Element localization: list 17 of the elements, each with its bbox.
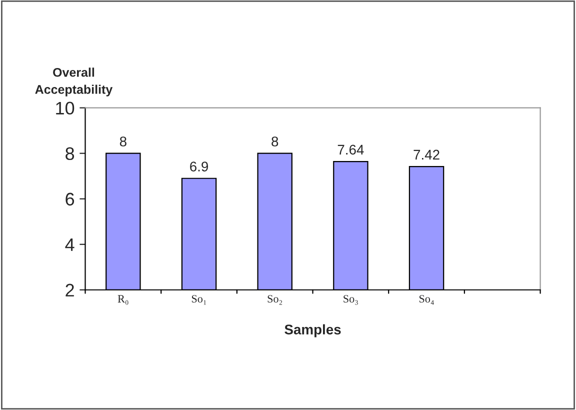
x-tick-label: R₀: [118, 295, 128, 305]
y-tick-label: 6: [66, 192, 74, 206]
y-tick-label: 10: [56, 102, 74, 115]
y-tick-label: 8: [66, 147, 74, 160]
data-label: 7.42: [414, 150, 440, 160]
data-label: 8: [120, 136, 126, 146]
y-axis-title: Overall Acceptability: [35, 68, 113, 96]
x-tick-label: So₁: [192, 295, 206, 305]
x-tick-label: So₂: [268, 295, 282, 305]
data-label: 6.9: [190, 162, 208, 172]
x-tick-label: So₄: [419, 295, 434, 305]
y-tick-label: 2: [66, 284, 74, 296]
data-label: 7.64: [338, 144, 364, 155]
y-tick-label: 4: [65, 238, 74, 251]
x-axis-title: Samples: [284, 324, 341, 338]
x-tick-label: So₃: [344, 295, 358, 305]
data-label: 8: [272, 136, 278, 146]
